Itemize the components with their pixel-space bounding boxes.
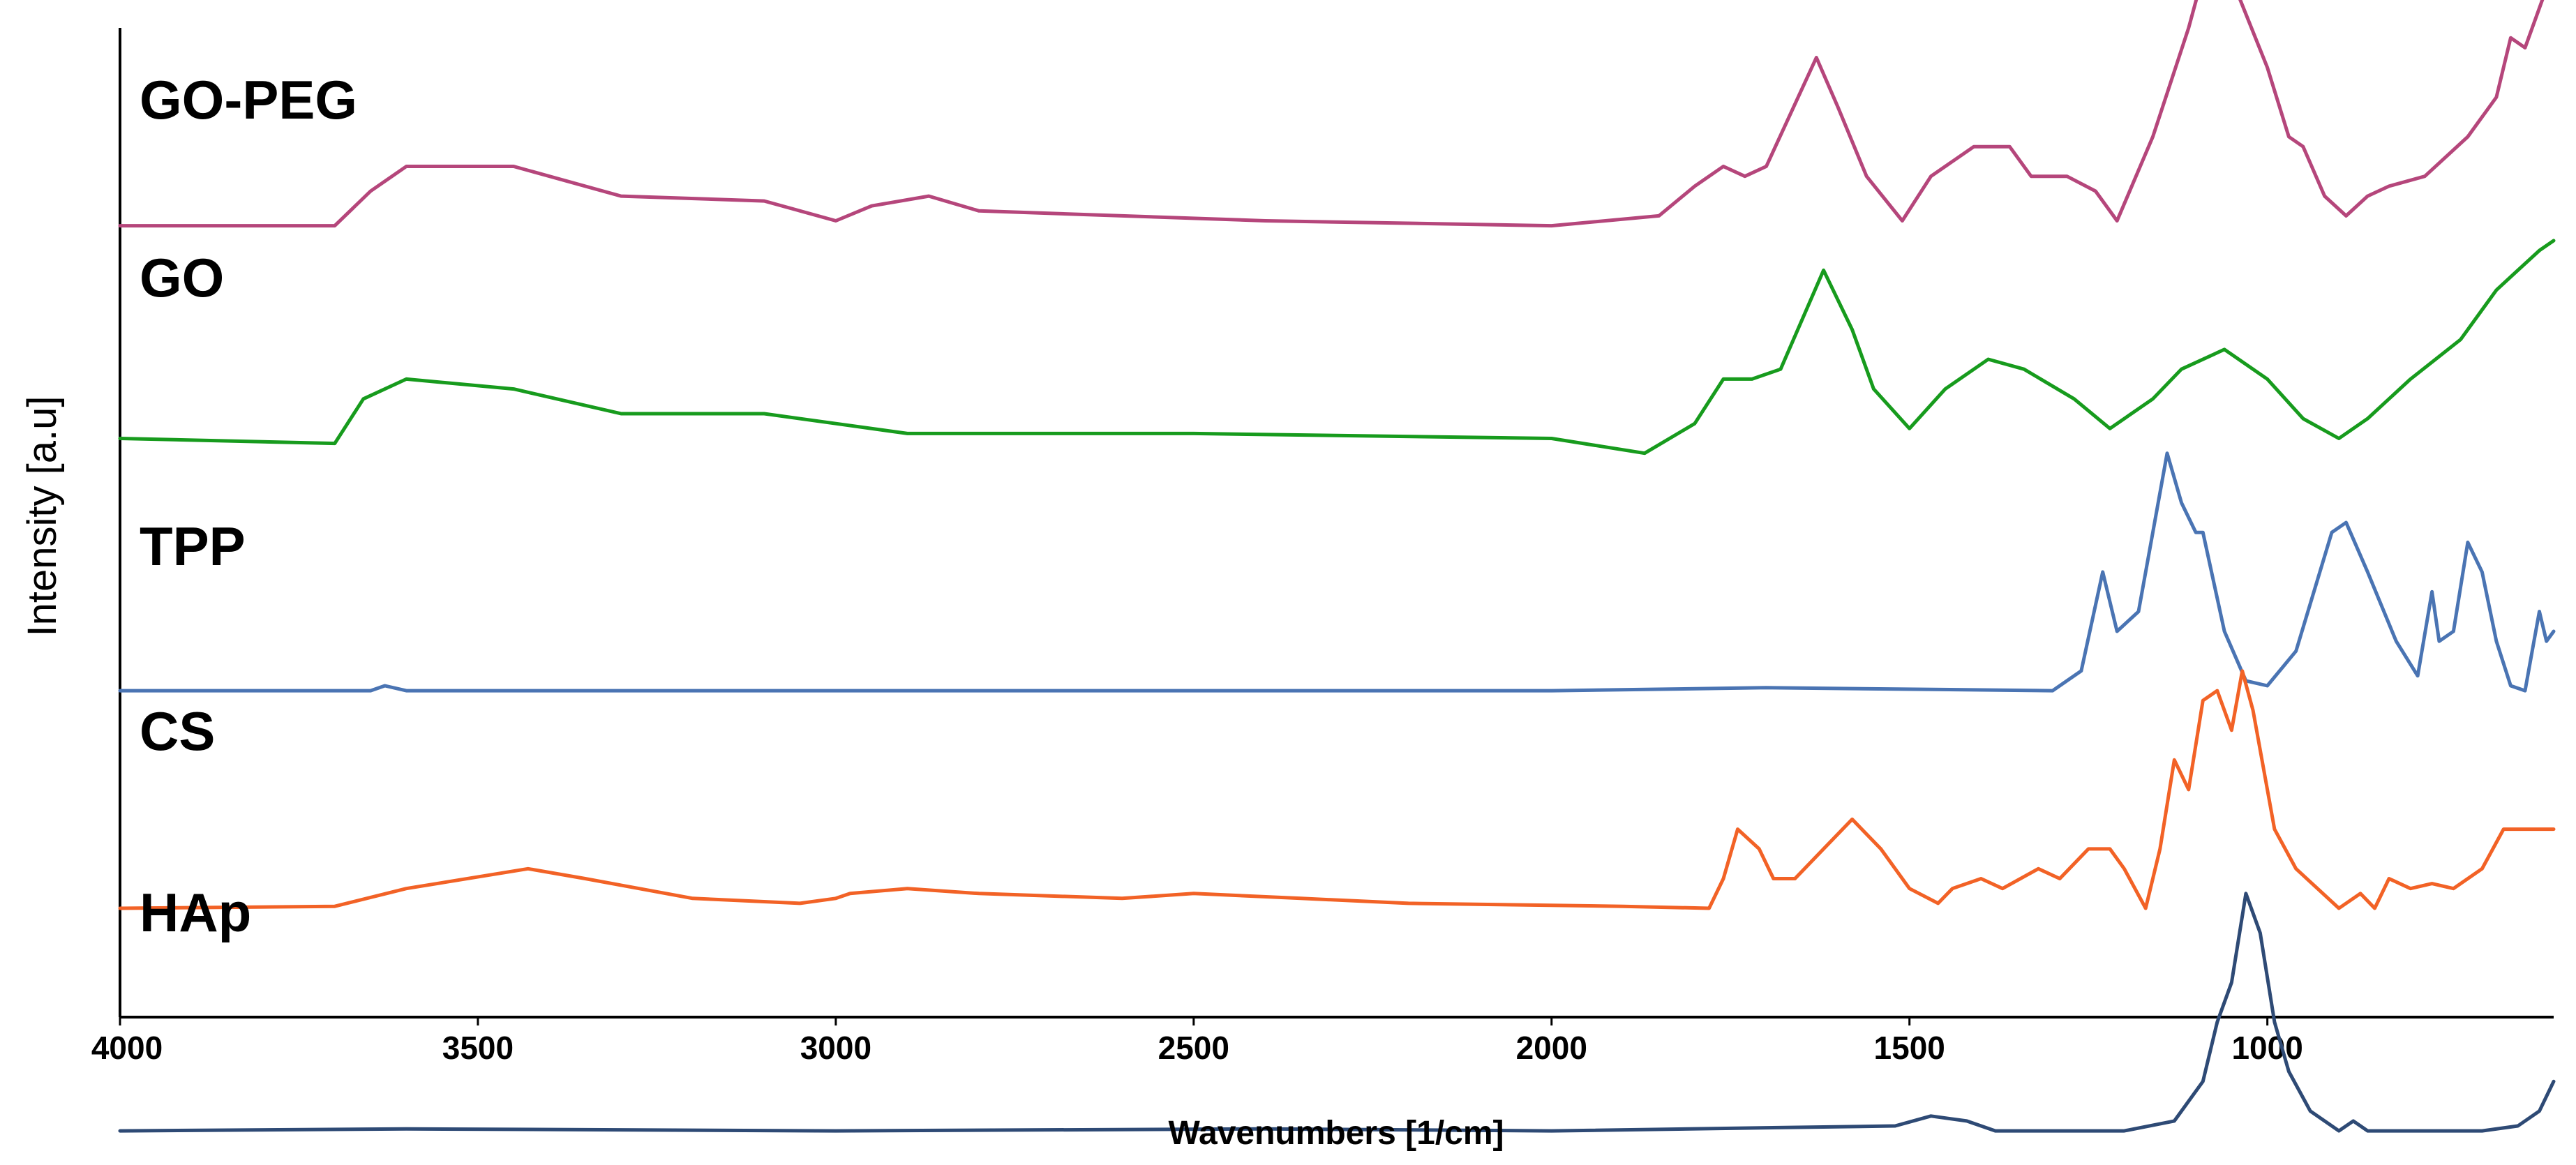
series-line-cs: [118, 669, 2556, 910]
series-line-hap: [118, 892, 2556, 1133]
series-line-go-peg: [118, 0, 2545, 228]
x-axis-title: Wavenumbers [1/cm]: [1168, 1115, 1504, 1152]
axes: [119, 28, 2554, 1019]
x-tick-label: 3000: [800, 1030, 871, 1066]
x-tick-label: 4000: [91, 1030, 163, 1066]
series-labels: GO-PEG GO TPP CS HAp: [140, 69, 357, 943]
series-label-tpp: TPP: [140, 516, 246, 577]
x-tick-label: 2000: [1516, 1030, 1587, 1066]
series-label-go-peg: GO-PEG: [140, 69, 357, 130]
x-tick-label: 1500: [1874, 1030, 1945, 1066]
x-axis-ticks: 4000 3500 3000 2500 2000 1500 1000: [91, 1017, 2303, 1066]
x-tick-label: 1000: [2231, 1030, 2302, 1066]
x-tick-label: 3500: [442, 1030, 514, 1066]
series-line-go: [118, 239, 2556, 456]
series-label-hap: HAp: [140, 882, 251, 943]
series-line-tpp: [118, 451, 2556, 693]
y-axis-title: Intensity [a.u]: [20, 396, 65, 637]
series-label-cs: CS: [140, 700, 215, 762]
spectra-traces: [118, 0, 2556, 1133]
series-label-go: GO: [140, 247, 224, 308]
x-tick-label: 2500: [1158, 1030, 1229, 1066]
